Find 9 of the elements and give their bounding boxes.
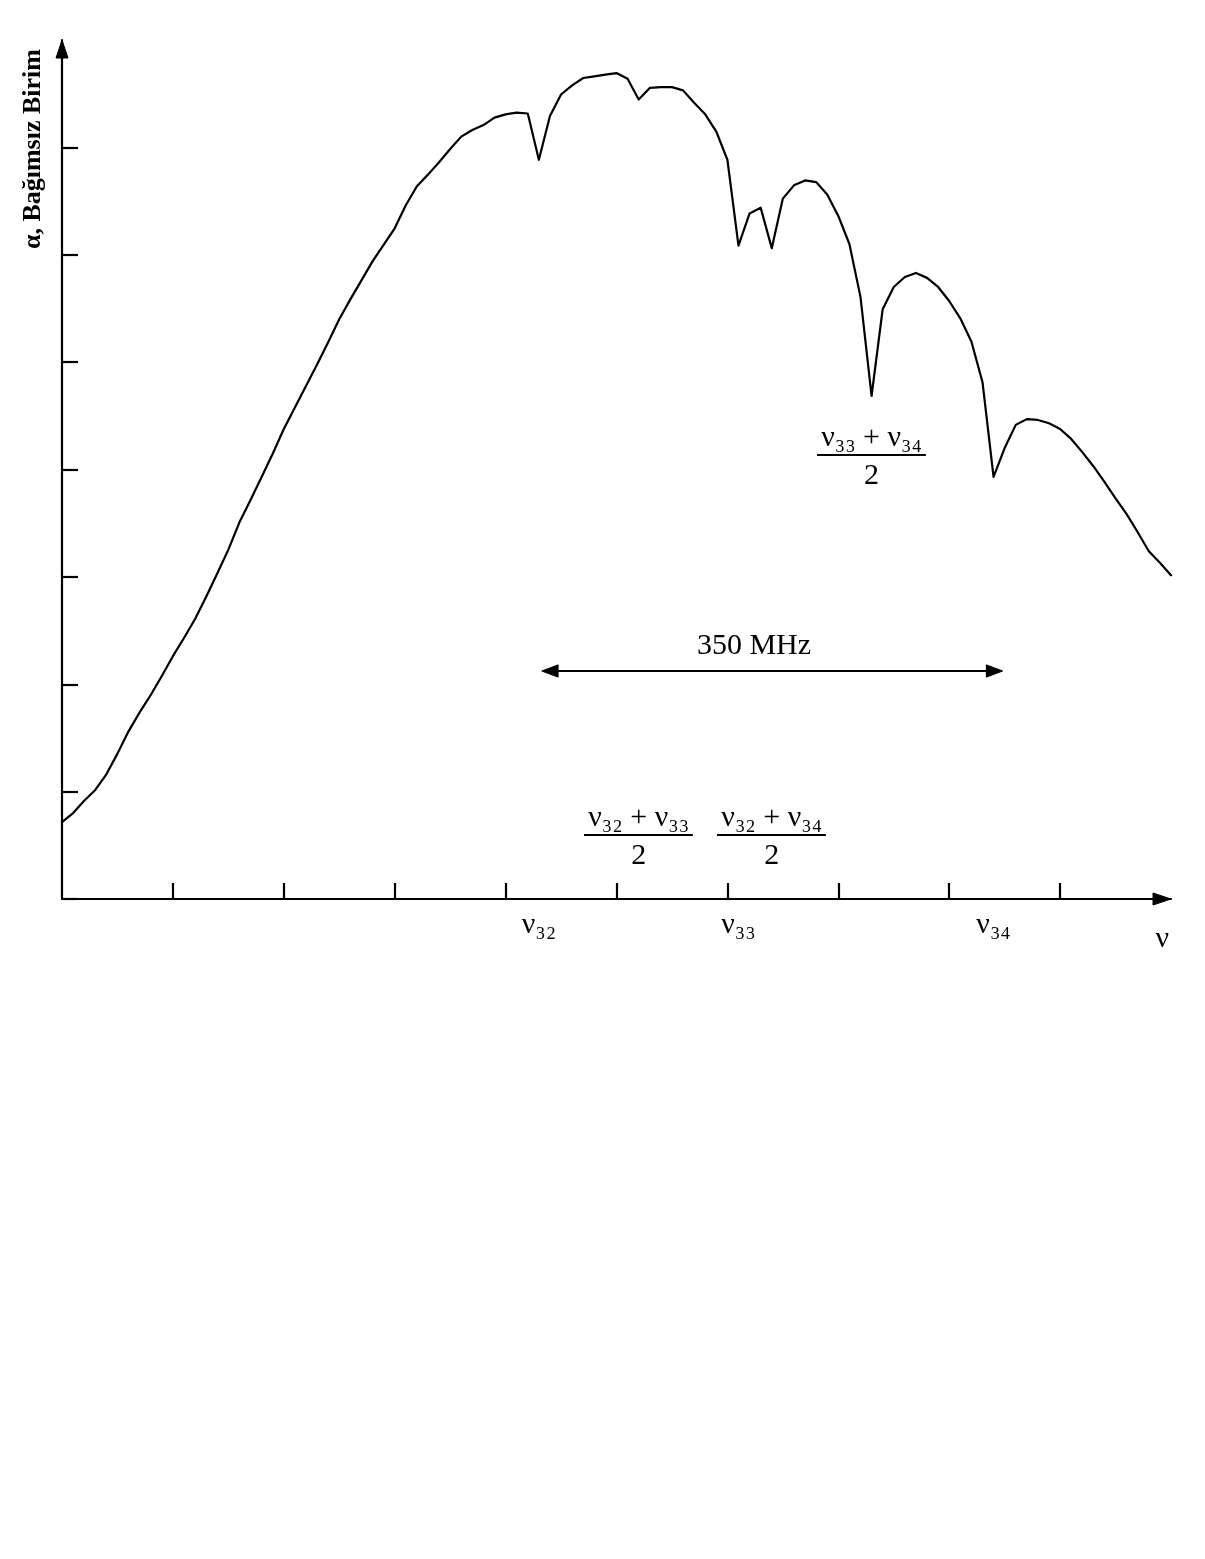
x-axis-title: ν: [1155, 919, 1169, 953]
x-tick-label: ν₃₃: [721, 905, 756, 939]
annotation: ν₃₃ + ν₃₄ 2: [821, 419, 923, 491]
annotation: ν₃₂ + ν₃₄ 2: [721, 799, 823, 871]
x-tick-label: ν₃₄: [976, 905, 1011, 939]
y-axis-title: α, Bağımsız Birim: [16, 48, 46, 250]
annotation: ν₃₂ + ν₃₃ 2: [588, 799, 690, 871]
annotation: 350 MHz: [696, 627, 812, 661]
x-tick-label: ν₃₂: [521, 905, 557, 939]
